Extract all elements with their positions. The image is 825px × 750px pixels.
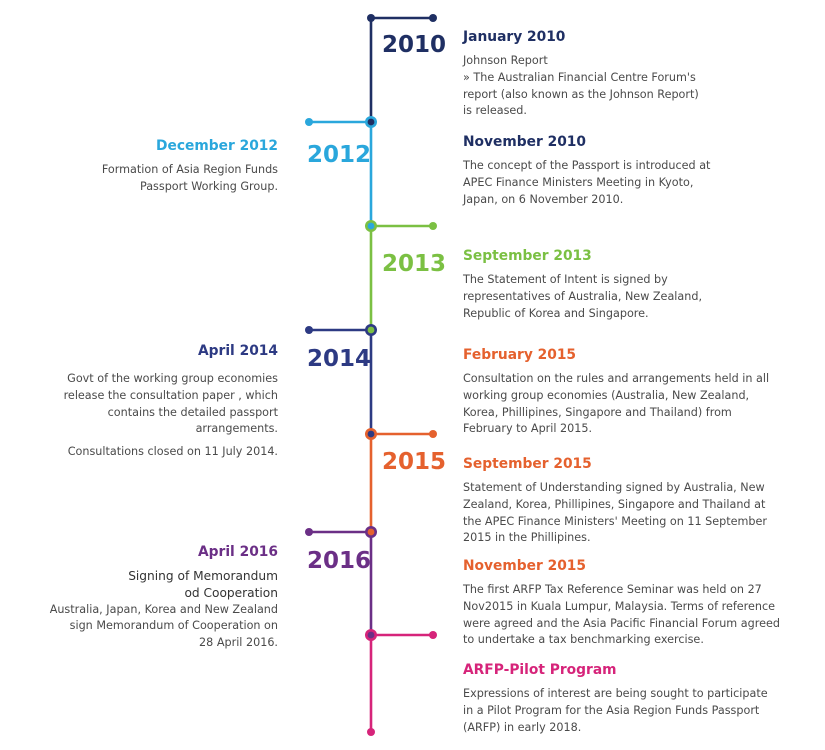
node-core-2012 xyxy=(367,118,375,126)
node-core-2014 xyxy=(367,326,375,334)
node-core-2016 xyxy=(367,528,375,536)
event-subtitle: Johnson Report xyxy=(463,54,548,67)
event-subtitle: Signing of Memorandum od Cooperation xyxy=(128,569,278,600)
branch-dot-2010 xyxy=(367,14,375,22)
event-april-2016: April 2016 Signing of Memorandum od Coop… xyxy=(40,543,278,652)
event-september-2013: September 2013 The Statement of Intent i… xyxy=(463,247,783,322)
event-bullet: » The Australian Financial Centre Forum'… xyxy=(463,70,699,118)
branch-end-2012 xyxy=(305,118,313,126)
event-body: Formation of Asia Region Funds Passport … xyxy=(101,163,278,193)
event-arfp-pilot-program: ARFP-Pilot Program Expressions of intere… xyxy=(463,661,808,736)
event-title: February 2015 xyxy=(463,347,577,363)
event-december-2012: December 2012 Formation of Asia Region F… xyxy=(40,137,278,196)
branch-end-2010 xyxy=(429,14,437,22)
node-core-pilot xyxy=(367,631,375,639)
event-title: November 2010 xyxy=(463,134,586,150)
event-body: The Statement of Intent is signed by rep… xyxy=(463,273,703,320)
node-core-2013 xyxy=(367,222,375,230)
event-title: September 2015 xyxy=(463,456,592,472)
event-title: January 2010 xyxy=(463,29,566,45)
event-november-2010: November 2010 The concept of the Passpor… xyxy=(463,133,783,208)
timeline-end-dot xyxy=(367,728,375,736)
node-core-2015 xyxy=(367,430,375,438)
event-november-2015: November 2015 The first ARFP Tax Referen… xyxy=(463,557,808,649)
year-label-2015: 2015 xyxy=(382,449,447,475)
event-body: Consultation on the rules and arrangemen… xyxy=(463,372,770,436)
year-label-2013: 2013 xyxy=(382,251,447,277)
year-label-2010: 2010 xyxy=(382,32,447,58)
branch-end-2015 xyxy=(429,430,437,438)
branch-end-2013 xyxy=(429,222,437,230)
branch-end-2016 xyxy=(305,528,313,536)
year-label-2014: 2014 xyxy=(307,346,372,372)
event-title: September 2013 xyxy=(463,248,592,264)
event-title: ARFP-Pilot Program xyxy=(463,662,617,678)
year-label-2016: 2016 xyxy=(307,548,372,574)
year-label-2012: 2012 xyxy=(307,142,372,168)
branch-end-2014 xyxy=(305,326,313,334)
event-title: April 2016 xyxy=(197,544,278,560)
event-note: Consultations closed on 11 July 2014. xyxy=(67,445,278,459)
event-body: Govt of the working group economies rele… xyxy=(63,372,278,436)
event-title: December 2012 xyxy=(156,138,278,154)
event-body: Australia, Japan, Korea and New Zealand … xyxy=(49,602,278,650)
event-body: The first ARFP Tax Reference Seminar was… xyxy=(463,583,780,647)
event-april-2014: April 2014 Govt of the working group eco… xyxy=(40,342,278,461)
event-september-2015: September 2015 Statement of Understandin… xyxy=(463,455,803,547)
event-body: Expressions of interest are being sought… xyxy=(463,687,768,734)
branch-end-pilot xyxy=(429,631,437,639)
event-february-2015: February 2015 Consultation on the rules … xyxy=(463,346,803,438)
event-body: The concept of the Passport is introduce… xyxy=(463,159,711,206)
event-body: Statement of Understanding signed by Aus… xyxy=(463,481,768,545)
event-january-2010: January 2010 Johnson Report » The Austra… xyxy=(463,28,783,120)
event-title: November 2015 xyxy=(463,558,586,574)
event-title: April 2014 xyxy=(197,343,278,359)
